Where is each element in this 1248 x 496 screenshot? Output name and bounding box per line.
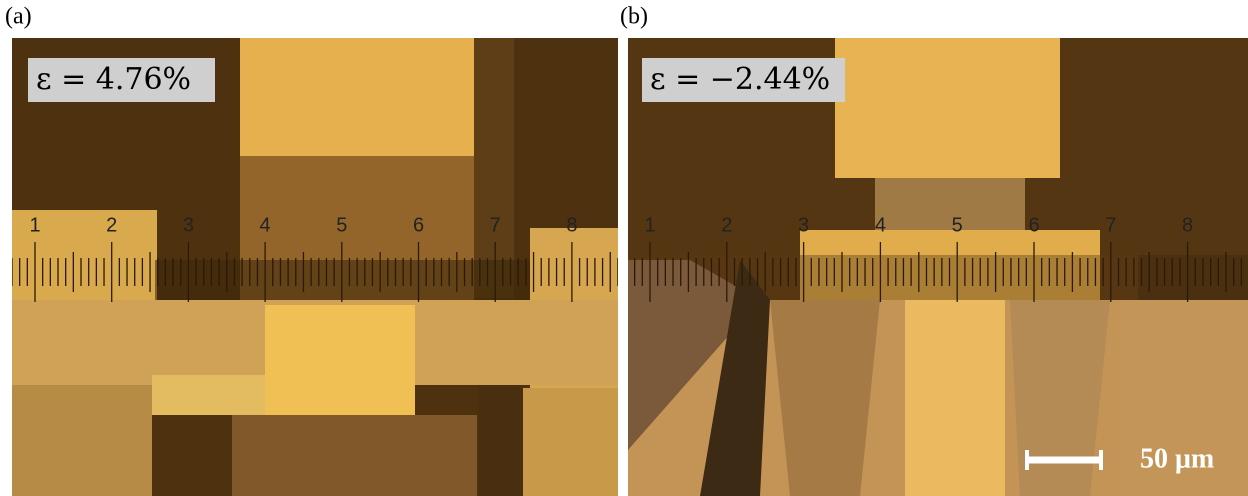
ruler-number: 1 <box>644 214 655 236</box>
ruler-number: 7 <box>490 214 501 236</box>
ruler-number: 5 <box>952 214 963 236</box>
ruler-number: 2 <box>106 214 117 236</box>
ruler-number: 8 <box>566 214 577 236</box>
ruler-number: 6 <box>1028 214 1039 236</box>
ruler-number: 5 <box>336 214 347 236</box>
ruler-number: 3 <box>183 214 194 236</box>
ruler-number: 7 <box>1105 214 1116 236</box>
ruler-number: 1 <box>29 214 40 236</box>
panel-label: (a) <box>5 4 32 30</box>
scale-bar-label: 50 μm <box>1140 443 1214 474</box>
ruler-number: 2 <box>721 214 732 236</box>
micrograph-b: 1 2 3 4 5 6 7 8 50 μm <box>627 38 1248 496</box>
ruler-number: 3 <box>798 214 809 236</box>
figure: (a) (b) 1 2 3 4 5 6 7 8 1 2 3 4 5 6 7 8 <box>0 0 1248 496</box>
ruler-number: 6 <box>413 214 424 236</box>
ruler-number: 4 <box>875 214 886 236</box>
micrograph-a: 1 2 3 4 5 6 7 8 <box>12 38 618 496</box>
ruler-number: 4 <box>260 214 271 236</box>
panel-label: (b) <box>620 4 648 30</box>
strain-label: ε = 4.76% <box>36 62 191 97</box>
strain-label: ε = −2.44% <box>650 62 830 97</box>
ruler-number: 8 <box>1182 214 1193 236</box>
